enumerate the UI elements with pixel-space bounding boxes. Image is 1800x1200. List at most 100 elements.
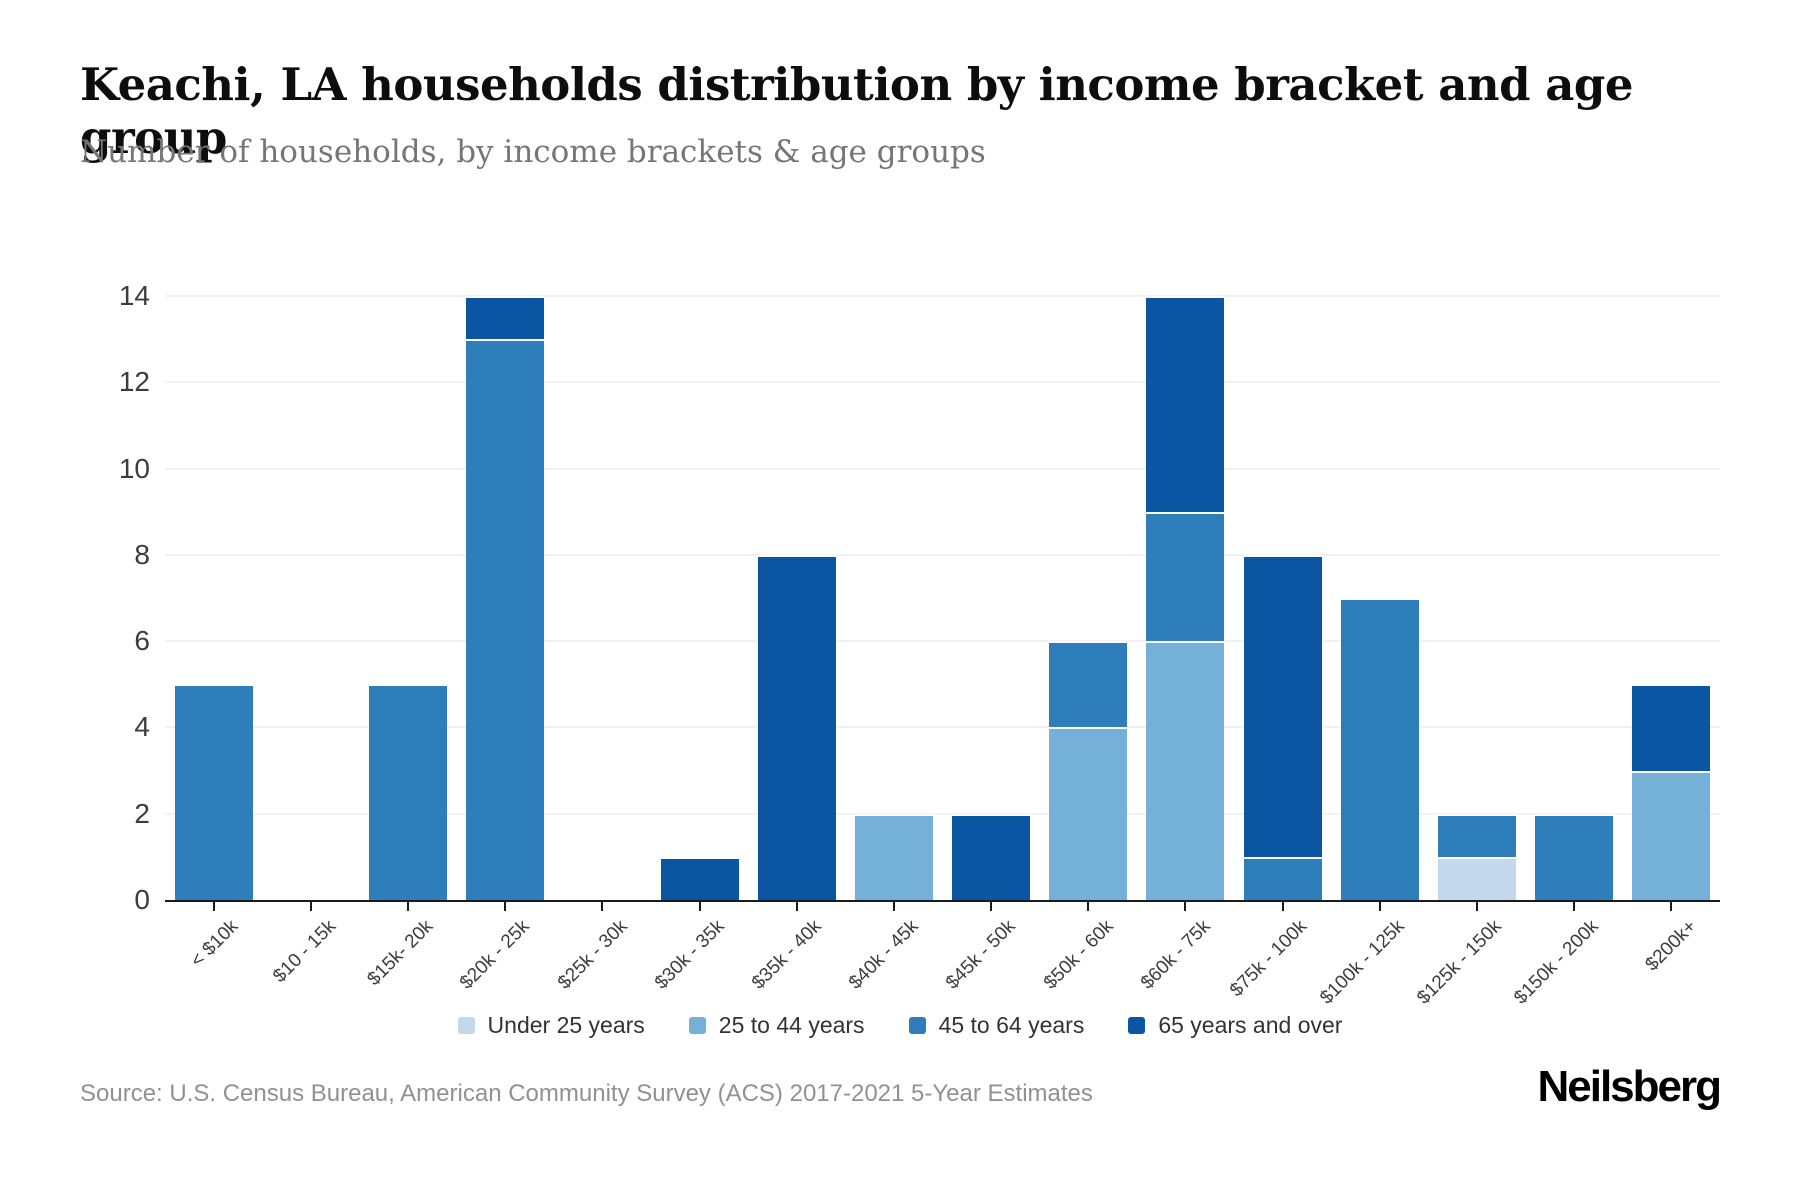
bar-segment <box>854 813 933 900</box>
x-tick-label: $60k - 75k <box>1136 916 1215 994</box>
category-slot: < $10k <box>165 296 262 972</box>
stacked-bar <box>660 856 739 900</box>
bar-segment <box>1632 770 1711 900</box>
bar-segment <box>1146 511 1225 642</box>
gridline <box>165 726 1720 729</box>
category-slot: $50k - 60k <box>1040 296 1137 994</box>
x-tick-label: $45k - 50k <box>942 916 1020 994</box>
x-tick-label: $150k - 200k <box>1510 916 1604 1009</box>
category-slot: $20k - 25k <box>456 296 554 994</box>
x-tick-label: $40k - 45k <box>845 916 923 994</box>
legend-item: 65 years and over <box>1128 1012 1342 1039</box>
gridline <box>165 640 1720 643</box>
x-axis-tick <box>504 902 507 911</box>
category-slot: $30k - 35k <box>651 296 748 994</box>
chart-title: Keachi, LA households distribution by in… <box>80 58 1634 164</box>
category-slot: $75k - 100k <box>1226 296 1331 1001</box>
category-slot: $60k - 75k <box>1137 296 1234 994</box>
legend-swatch <box>457 1017 475 1034</box>
bar-segment <box>757 554 836 900</box>
category-slot: $200k+ <box>1623 296 1720 975</box>
x-axis-tick <box>406 902 409 911</box>
x-axis-tick <box>212 902 215 911</box>
stacked-bar <box>1049 641 1128 900</box>
x-axis-tick <box>698 902 701 911</box>
bar-segment <box>1632 684 1711 771</box>
x-tick-label: $30k - 35k <box>650 916 729 994</box>
category-slot: $25k - 30k <box>554 296 651 994</box>
plot-area: < $10k $10 - 15k $15k- 20k $20k - 25k $25k -… <box>165 295 1720 1009</box>
bar-segment <box>1340 598 1419 900</box>
legend-label: Under 25 years <box>487 1012 645 1038</box>
bar-segment <box>1243 856 1322 900</box>
y-tick-label: 8 <box>134 538 150 570</box>
bar-segment <box>1146 296 1225 512</box>
x-tick-label: $35k - 40k <box>747 916 826 994</box>
y-tick-label: 14 <box>118 280 150 311</box>
x-tick-label: $50k - 60k <box>1039 916 1118 994</box>
source-note: Source: U.S. Census Bureau, American Com… <box>80 1080 1093 1107</box>
bar-segment <box>1535 813 1614 900</box>
gridline <box>165 467 1720 470</box>
x-axis-tick <box>1573 902 1576 911</box>
legend: Under 25 years 25 to 44 years 45 to 64 yea… <box>0 1012 1800 1039</box>
legend-swatch <box>908 1017 926 1034</box>
chart-subtitle: Number of households, by income brackets… <box>80 134 986 170</box>
legend-item: 25 to 44 years <box>688 1012 865 1039</box>
x-axis-tick <box>1184 902 1187 911</box>
bar-segment <box>1146 641 1225 900</box>
x-axis-tick <box>1281 902 1284 911</box>
x-tick-label: $15k- 20k <box>362 916 437 990</box>
category-slot: $15k- 20k <box>359 296 456 990</box>
bar-segment <box>1243 554 1322 857</box>
brand-logo: Neilsberg <box>1537 1062 1722 1111</box>
x-axis-tick <box>1670 902 1673 911</box>
legend-label: 25 to 44 years <box>718 1012 865 1038</box>
bar-segment <box>368 684 447 900</box>
gridline <box>165 812 1720 815</box>
stacked-bar <box>1632 684 1711 900</box>
x-axis-tick <box>795 902 798 911</box>
legend-label: 45 to 64 years <box>938 1012 1085 1038</box>
x-axis-tick <box>1087 902 1090 911</box>
y-tick-label: 0 <box>134 884 150 915</box>
stacked-bar <box>1535 813 1614 900</box>
category-slot: $10 - 15k <box>262 296 359 987</box>
stacked-bar <box>1243 554 1322 900</box>
x-tick-label: $75k - 100k <box>1226 916 1312 1002</box>
x-axis-tick <box>990 902 993 911</box>
x-tick-label: < $10k <box>186 916 243 972</box>
category-slot: $45k - 50k <box>942 296 1040 994</box>
x-tick-label: $125k - 150k <box>1413 916 1506 1009</box>
x-tick-label: $25k - 30k <box>553 916 632 994</box>
x-tick-label: $200k+ <box>1640 916 1701 976</box>
x-axis-tick <box>892 902 895 911</box>
legend-item: Under 25 years <box>457 1012 645 1039</box>
bar-segment <box>660 856 739 900</box>
stacked-bar <box>854 813 933 900</box>
stacked-bar <box>368 684 447 900</box>
y-tick-label: 10 <box>118 452 150 484</box>
bar-segment <box>1049 727 1128 900</box>
x-tick-label: $20k - 25k <box>456 916 535 994</box>
y-tick-label: 6 <box>134 625 150 657</box>
stacked-bar <box>1438 813 1517 900</box>
category-slot: $35k - 40k <box>748 296 845 994</box>
y-tick-label: 12 <box>118 366 150 398</box>
category-slot: $40k - 45k <box>845 296 942 994</box>
x-axis-tick <box>309 902 312 911</box>
gridline <box>165 381 1720 384</box>
x-axis-tick <box>1476 902 1479 911</box>
bar-segment <box>1438 856 1517 900</box>
bar-segment <box>1049 641 1128 728</box>
y-tick-label: 4 <box>134 711 150 743</box>
category-slot: $150k - 200k <box>1511 296 1623 1009</box>
stacked-bar <box>1146 296 1225 900</box>
bar-segment <box>1438 813 1517 857</box>
stacked-bar <box>466 296 545 900</box>
y-axis-labels: 0 2 4 6 8 10 12 14 <box>40 280 150 915</box>
bar-segment <box>174 684 253 900</box>
gridline <box>165 553 1720 556</box>
legend-item: 45 to 64 years <box>908 1012 1085 1039</box>
